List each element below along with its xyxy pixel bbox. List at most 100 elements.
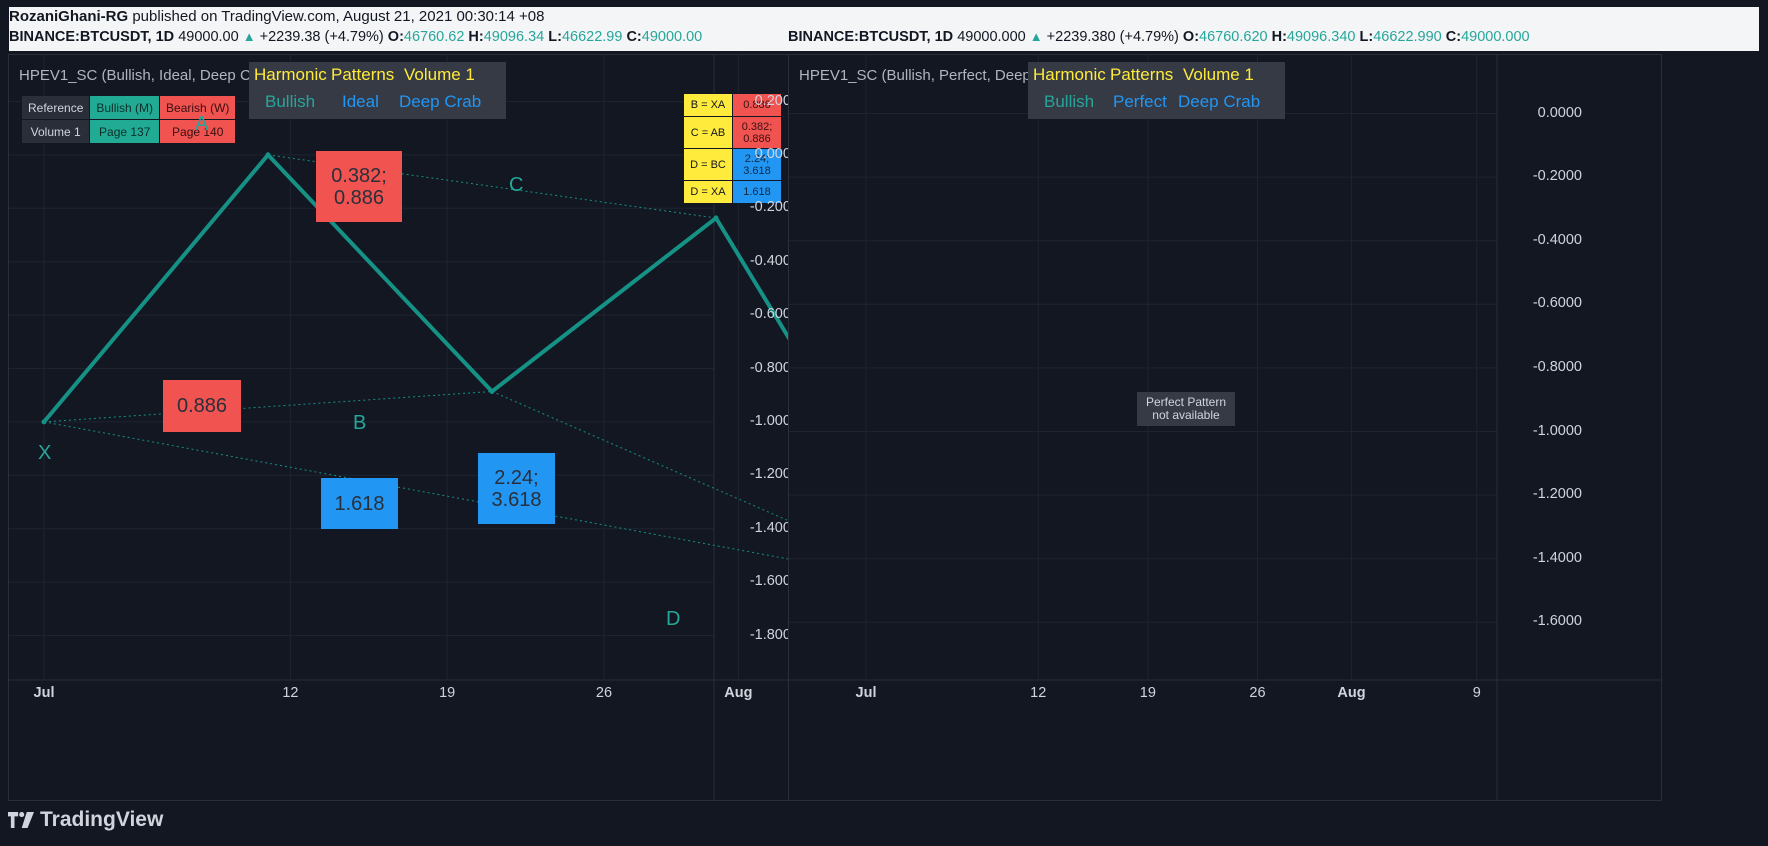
ref-cell: Reference [20, 95, 91, 120]
x-tick-label: Jul [855, 685, 877, 701]
up-arrow-icon: ▲ [242, 29, 256, 44]
hp-direction: Bullish [265, 92, 316, 111]
ref-cell: Bearish (W) [159, 95, 237, 120]
publish-date: published on TradingView.com, August 21,… [132, 8, 545, 25]
left-symbol-legend: BINANCE:BTCUSDT, 1D 49000.00 ▲ +2239.38 … [9, 29, 702, 45]
left-chart-panel[interactable]: HPEV1_SC (Bullish, Ideal, Deep Crab, Sma… [8, 54, 882, 801]
right-symbol[interactable]: BINANCE:BTCUSDT, 1D [788, 29, 954, 45]
harmonic-patterns-box: Harmonic Patterns Volume 1 Bullish Perfe… [1028, 62, 1285, 119]
right-chart-panel[interactable]: HPEV1_SC (Bullish, Perfect, Deep Crab, S… [788, 54, 1662, 801]
xb-ratio-label: 0.886 [163, 380, 241, 432]
x-tick-label: 26 [1249, 685, 1266, 701]
harmonic-patterns-box: Harmonic Patterns Volume 1 Bullish Ideal… [249, 62, 506, 119]
y-tick-label: -0.8000 [1532, 358, 1582, 375]
ratio-connector-line [43, 390, 493, 423]
point-label-d: D [666, 608, 681, 630]
y-tick-label: 0.2000 [754, 92, 799, 109]
hp-header: Volume 1 [1183, 65, 1254, 84]
x-tick-label: 26 [595, 685, 613, 701]
tradingview-logo-icon [8, 812, 34, 828]
left-chart-svg[interactable] [9, 55, 881, 800]
brand-name: TradingView [40, 808, 164, 831]
y-tick-label: -1.4000 [1532, 549, 1582, 566]
y-tick-label: -1.2000 [749, 466, 799, 483]
ratio-key: B = XA [683, 93, 733, 117]
hp-header: Patterns [331, 65, 395, 84]
right-close: 49000.000 [1461, 29, 1530, 45]
y-tick-label: -1.6000 [749, 573, 799, 590]
na-line: not available [1152, 408, 1220, 422]
y-tick-label: -0.4000 [749, 252, 799, 269]
author-name[interactable]: RozaniGhani-RG [9, 8, 129, 25]
ratio-connector-line [43, 421, 881, 577]
right-price: 49000.000 [957, 29, 1026, 45]
right-low-label: L: [1359, 29, 1374, 45]
right-open-label: O: [1182, 29, 1200, 45]
left-high: 49096.34 [483, 29, 545, 45]
point-label-c: C [509, 174, 524, 196]
ref-cell: Page 137 [89, 119, 161, 144]
left-study-title[interactable]: HPEV1_SC (Bullish, Ideal, Deep Crab, Sma… [19, 67, 324, 84]
left-close-label: C: [626, 29, 642, 45]
ratio-key: C = AB [683, 116, 733, 149]
point-label-x: X [38, 442, 52, 464]
publication-info: RozaniGhani-RG published on TradingView.… [9, 8, 544, 25]
x-tick-label: 19 [1139, 685, 1156, 701]
y-tick-label: 0.0000 [754, 145, 799, 162]
ratio-connector-line [491, 391, 881, 562]
y-tick-label: -1.2000 [1532, 486, 1582, 503]
ref-cell: Volume 1 [20, 119, 91, 144]
ratio-value: 2.24; 3.618 [732, 148, 782, 181]
ratio-value: 1.618 [732, 180, 782, 204]
y-tick-label: -0.4000 [1532, 231, 1582, 248]
point-label-b: B [353, 412, 367, 434]
reference-table: Reference Bullish (M) Bearish (W) Volume… [20, 95, 237, 144]
pattern-not-available-box: Perfect Pattern not available [1137, 392, 1235, 426]
ref-cell: Bullish (M) [89, 95, 161, 120]
tradingview-logo[interactable]: TradingView [8, 808, 163, 832]
y-tick-label: -1.0000 [1532, 422, 1582, 439]
left-open: 46760.62 [403, 29, 465, 45]
hp-header: Patterns [1110, 65, 1174, 84]
right-chart-svg[interactable] [789, 55, 1661, 800]
left-low-label: L: [548, 29, 562, 45]
left-low: 46622.99 [561, 29, 623, 45]
ratio-table: B = XA 0.886 C = AB 0.382; 0.886 D = BC … [683, 93, 782, 204]
point-label-a: A [195, 113, 209, 135]
left-open-label: O: [387, 29, 404, 45]
bd-ratio-label: 2.24; 3.618 [478, 453, 555, 524]
pattern-point [265, 152, 271, 158]
ratio-value: 0.886 [732, 93, 782, 117]
hp-header: Harmonic [254, 65, 327, 84]
right-low: 46622.990 [1373, 29, 1442, 45]
hp-header: Harmonic [1033, 65, 1106, 84]
up-arrow-icon: ▲ [1029, 29, 1043, 44]
y-tick-label: -1.4000 [749, 519, 799, 536]
right-change: +2239.380 (+4.79%) [1046, 29, 1179, 45]
na-line: Perfect Pattern [1145, 395, 1227, 409]
ratio-value: 0.382; 0.886 [732, 116, 782, 149]
ac-ratio-label: 0.382; 0.886 [316, 151, 402, 222]
pattern-point [489, 388, 495, 394]
left-symbol[interactable]: BINANCE:BTCUSDT, 1D [9, 29, 175, 45]
pattern-point [713, 215, 719, 221]
right-high-label: H: [1271, 29, 1287, 45]
ref-cell: Page 140 [159, 119, 237, 144]
x-tick-label: Aug [724, 685, 753, 701]
y-tick-label: -1.6000 [1532, 613, 1582, 630]
hp-pattern: Deep Crab [399, 92, 482, 111]
y-tick-label: -1.0000 [749, 412, 799, 429]
right-open: 46760.620 [1199, 29, 1268, 45]
y-tick-label: -0.8000 [749, 359, 799, 376]
y-tick-label: 0.0000 [1537, 104, 1582, 121]
pattern-point [41, 419, 47, 425]
y-tick-label: -0.6000 [1532, 295, 1582, 312]
right-high: 49096.340 [1286, 29, 1356, 45]
y-tick-label: -0.2000 [749, 199, 799, 216]
x-tick-label: 12 [282, 685, 299, 701]
x-tick-label: 12 [1030, 685, 1047, 701]
left-high-label: H: [468, 29, 484, 45]
y-tick-label: -0.6000 [749, 306, 799, 323]
ratio-key: D = BC [683, 148, 733, 181]
hp-type: Perfect [1113, 92, 1167, 111]
